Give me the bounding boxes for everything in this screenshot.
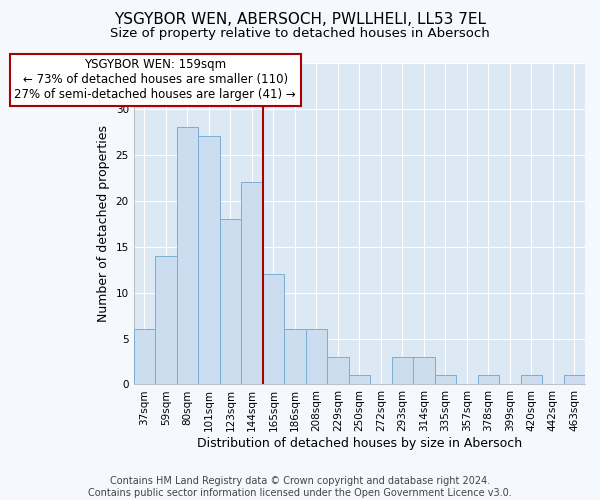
Bar xyxy=(349,376,370,384)
Y-axis label: Number of detached properties: Number of detached properties xyxy=(97,125,110,322)
Bar xyxy=(220,219,241,384)
Bar xyxy=(263,274,284,384)
Bar xyxy=(241,182,263,384)
Bar xyxy=(177,128,198,384)
Bar xyxy=(198,136,220,384)
Bar xyxy=(563,376,585,384)
Bar xyxy=(434,376,456,384)
Bar xyxy=(134,330,155,384)
Text: YSGYBOR WEN: 159sqm
← 73% of detached houses are smaller (110)
27% of semi-detac: YSGYBOR WEN: 159sqm ← 73% of detached ho… xyxy=(14,58,296,102)
Bar xyxy=(155,256,177,384)
Bar xyxy=(413,357,434,384)
Bar xyxy=(327,357,349,384)
Bar xyxy=(521,376,542,384)
Bar xyxy=(284,330,305,384)
Text: Contains HM Land Registry data © Crown copyright and database right 2024.
Contai: Contains HM Land Registry data © Crown c… xyxy=(88,476,512,498)
Text: Size of property relative to detached houses in Abersoch: Size of property relative to detached ho… xyxy=(110,28,490,40)
Bar xyxy=(305,330,327,384)
Text: YSGYBOR WEN, ABERSOCH, PWLLHELI, LL53 7EL: YSGYBOR WEN, ABERSOCH, PWLLHELI, LL53 7E… xyxy=(114,12,486,28)
Bar xyxy=(478,376,499,384)
X-axis label: Distribution of detached houses by size in Abersoch: Distribution of detached houses by size … xyxy=(197,437,522,450)
Bar xyxy=(392,357,413,384)
